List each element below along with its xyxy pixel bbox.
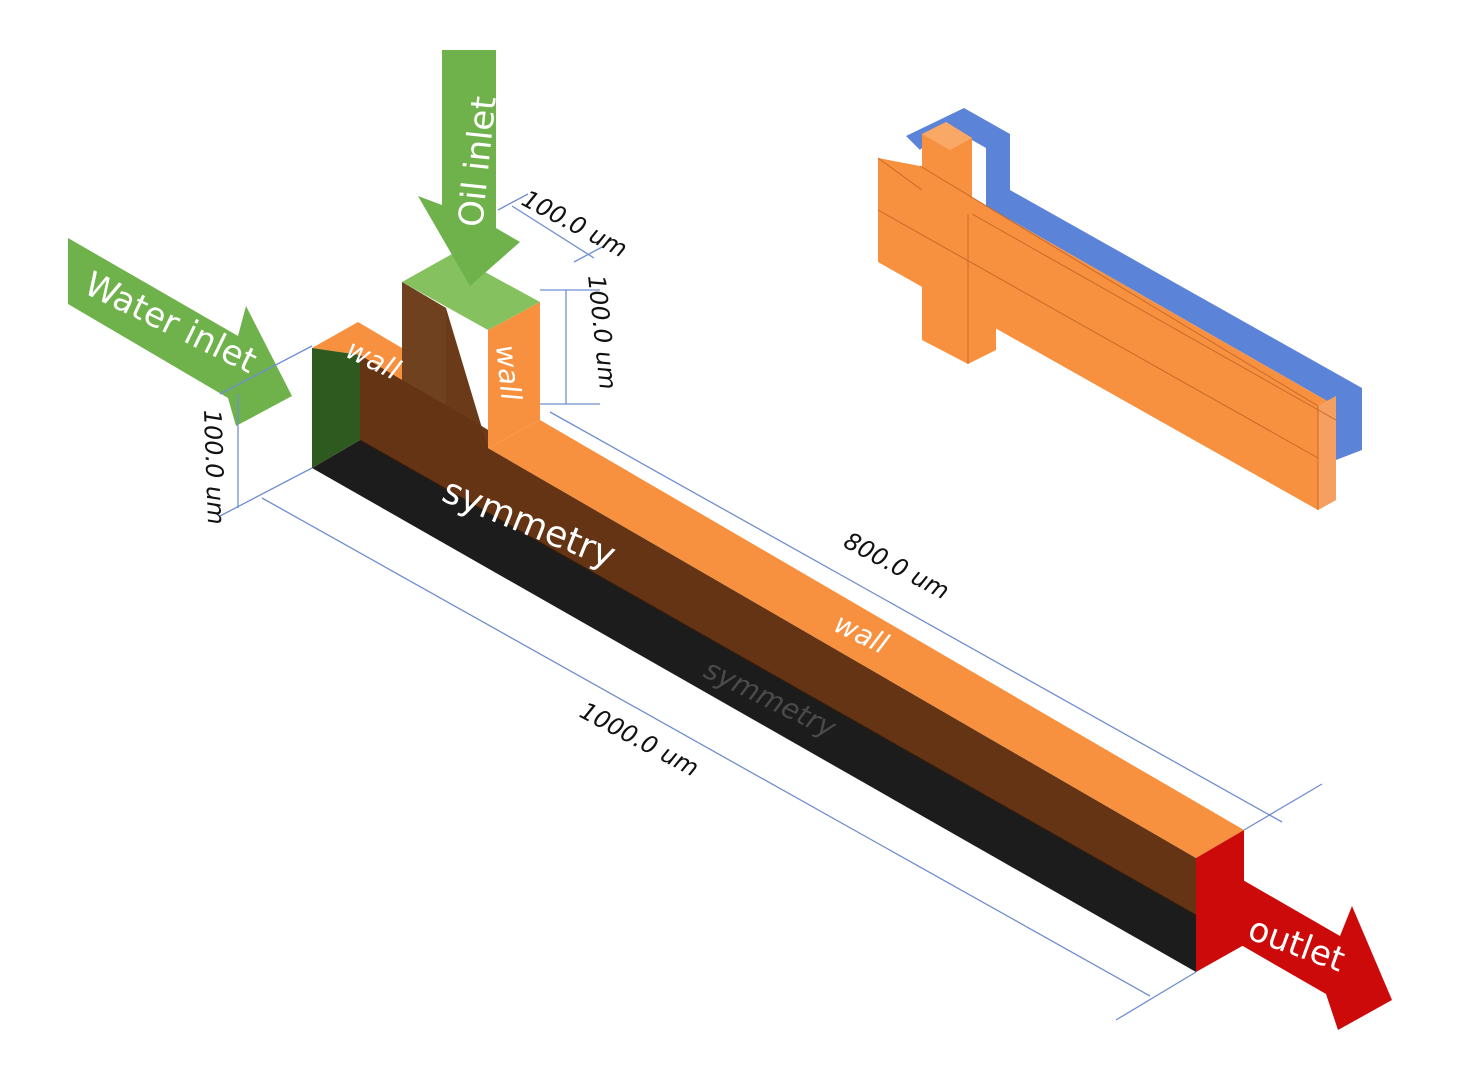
dim-length-branch: 800.0 um [839, 527, 954, 606]
wall-branch-face [488, 302, 540, 448]
symmetry-side-face [360, 350, 1196, 915]
water-inlet-arrow: Water inlet [68, 238, 292, 426]
dim-height-left: 100.0 um [198, 409, 230, 525]
outlet-arrow: outlet [1222, 868, 1392, 1030]
water-inlet-face [312, 348, 360, 468]
branch-upper-face [402, 282, 446, 405]
dimension-lines [219, 193, 1323, 1021]
inset-stub-bottom [922, 262, 996, 364]
wall-top-long-face [488, 420, 1244, 858]
oil-inlet-arrow: Oil inlet [418, 50, 520, 286]
wall-inlet-top-face [312, 322, 402, 380]
inset-blue-top [906, 108, 1362, 460]
inset-3d-view [877, 108, 1362, 510]
inset-stub-top-cap [922, 122, 972, 150]
wall-label-branch: wall [489, 343, 528, 402]
dim-width-top: 100.0 um [517, 185, 632, 264]
inset-end-face [1318, 396, 1336, 510]
inset-stub-top [922, 122, 972, 214]
oil-inlet-face [402, 254, 540, 330]
inset-body-front [878, 158, 1336, 510]
dim-height-right: 100.0 um [582, 274, 622, 391]
symmetry-bottom-face [312, 440, 1196, 972]
face-divider [359, 439, 1197, 916]
